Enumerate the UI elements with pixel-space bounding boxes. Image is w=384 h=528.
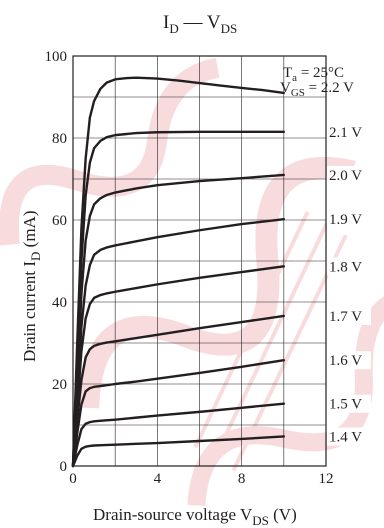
- series-curve: [71, 359, 286, 468]
- x-tick-label: 0: [69, 471, 77, 487]
- x-axis-label: Drain-source voltage VDS (V): [93, 505, 297, 528]
- y-tick-label: 0: [60, 459, 68, 475]
- series-label-bg: [327, 257, 371, 276]
- y-tick-label: 40: [52, 295, 67, 311]
- series-label: 1.8 V: [329, 259, 362, 275]
- y-axis-label: Drain current ID (mA): [20, 211, 43, 362]
- series-label-bg: [327, 165, 371, 184]
- y-tick-label: 100: [45, 49, 68, 65]
- series-label: 1.7 V: [329, 309, 362, 325]
- series-curve: [71, 76, 286, 468]
- x-tick-label: 4: [154, 471, 162, 487]
- y-tick-label: 20: [52, 377, 67, 393]
- y-tick-labels: 0 20 40 60 80 100: [45, 49, 68, 475]
- chart-title: ID — VDS: [163, 12, 237, 36]
- series-label-bg: [327, 394, 371, 413]
- series-label: 1.9 V: [329, 212, 362, 228]
- series-curve: [71, 265, 286, 468]
- gate-voltage-label: VGS = 2.2 V: [280, 80, 354, 99]
- y-tick-label: 60: [52, 213, 67, 229]
- series-label-bg: [327, 427, 371, 446]
- series-label: 1.5 V: [329, 397, 362, 413]
- series-curve: [71, 173, 286, 468]
- series-label: 1.6 V: [329, 353, 362, 369]
- series-curves: VGS = 2.2 V 2.1 V 2.0 V 1.9 V 1.8 V 1.7 V 1.6 …: [71, 76, 371, 468]
- series-curve: [71, 217, 286, 468]
- series-label-bg: [327, 210, 371, 229]
- series-label-bg: [327, 306, 371, 325]
- series-label-bg: [327, 351, 371, 370]
- plot-frame: [72, 55, 327, 467]
- series-curve: [71, 435, 286, 468]
- series-label: 1.4 V: [329, 429, 362, 445]
- y-tick-label: 80: [52, 131, 67, 147]
- series-curve: [71, 130, 286, 468]
- x-tick-label: 12: [319, 471, 334, 487]
- series-curve: [71, 402, 286, 468]
- ambient-temperature-note: Ta = 25°C: [283, 65, 344, 84]
- x-tick-label: 8: [238, 471, 246, 487]
- series-curve: [71, 314, 286, 468]
- series-label-bg: [327, 122, 371, 141]
- series-label: 2.0 V: [329, 168, 362, 184]
- series-label: 2.1 V: [329, 125, 362, 141]
- x-tick-labels: 0 4 8 12: [69, 471, 333, 487]
- grid: [72, 55, 327, 467]
